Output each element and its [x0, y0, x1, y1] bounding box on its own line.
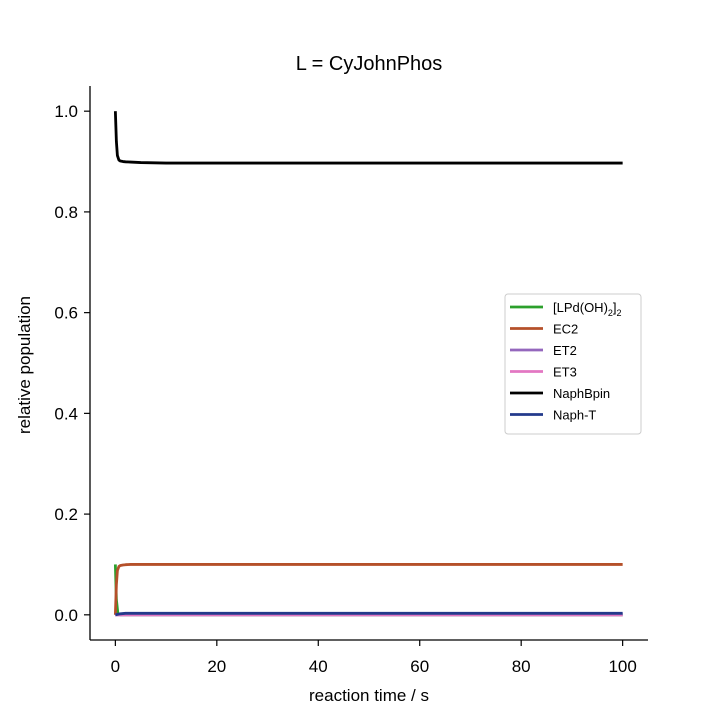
- legend-label: EC2: [553, 322, 578, 337]
- x-tick-label: 40: [309, 657, 328, 676]
- series-line-lpd-oh-2-2: [113, 564, 623, 617]
- legend: [LPd(OH)2]2 EC2 ET2 ET3 NaphBpin Naph-T: [504, 293, 642, 435]
- x-axis-title: reaction time / s: [309, 686, 429, 705]
- x-ticks: 0 20 40 60 80 100: [111, 640, 637, 676]
- y-axis-title: relative population: [15, 296, 34, 434]
- series-layer: [113, 111, 623, 617]
- x-tick-label: 80: [512, 657, 531, 676]
- y-tick-label: 0.8: [54, 203, 78, 222]
- legend-label: NaphBpin: [553, 386, 610, 401]
- x-tick-label: 20: [207, 657, 226, 676]
- x-tick-label: 0: [111, 657, 120, 676]
- y-tick-label: 1.0: [54, 102, 78, 121]
- y-tick-label: 0.4: [54, 404, 78, 423]
- legend-label: ET3: [553, 365, 577, 380]
- series-line-naphbpin: [113, 111, 623, 165]
- x-tick-label: 60: [410, 657, 429, 676]
- x-tick-label: 100: [608, 657, 636, 676]
- legend-label: ET2: [553, 343, 577, 358]
- legend-label: [LPd(OH)2]2: [553, 300, 622, 318]
- series-line-naph-t: [115, 611, 623, 617]
- y-ticks: 0.0 0.2 0.4 0.6 0.8 1.0: [54, 102, 90, 625]
- y-tick-label: 0.0: [54, 606, 78, 625]
- y-tick-label: 0.6: [54, 304, 78, 323]
- y-tick-label: 0.2: [54, 505, 78, 524]
- legend-label: Naph-T: [553, 408, 596, 423]
- chart-title: L = CyJohnPhos: [296, 53, 443, 75]
- series-line-ec2: [113, 563, 623, 615]
